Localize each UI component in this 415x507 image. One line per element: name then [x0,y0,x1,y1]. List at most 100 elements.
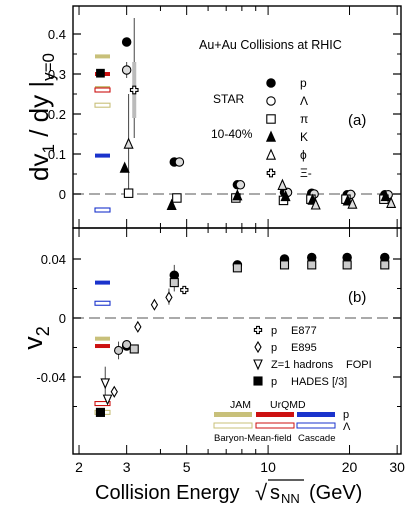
legend-b-label: p [271,325,277,337]
point-a-Λ [174,157,185,167]
legend-a-marker-p [266,78,276,88]
point-a-Ξ- [129,85,139,95]
point-a-ϕ [386,196,397,208]
legend-b-extra: HADES [/3] [291,376,347,388]
model-legend-urqmd: UrQMD [270,399,306,411]
urqmd-l-b [94,400,111,407]
point-b-STAR Λ (open square) [169,278,179,288]
legend-b: p E877 p E895 Z=1 hadrons FOPI p HADES [/3] JAM U… [213,325,372,444]
legend-b-marker [253,359,263,371]
panel-a-label: (a) [348,112,366,129]
axis-ticks: 0 0.1 0.2 0.3 0.4 -0.04 0 0.04 2 3 5 10 20 30 [36,6,405,475]
legend-a-marker [265,148,277,160]
legend-a-label-p: p [300,76,307,90]
model-legend-jam: JAM [230,399,251,411]
point-a-ϕ [310,198,321,210]
point-b-STAR Λ (open square) [279,260,290,270]
legend-a-marker [266,168,276,178]
model-legend-urqmd-open [255,422,295,429]
model-markers [94,54,111,415]
y-tick-label-b: 0.04 [41,252,66,267]
point-a-p [121,37,132,47]
jam-p-b [95,336,110,341]
y-tick-label-a: 0.4 [48,27,66,42]
x-label-nn: NN [281,491,300,506]
y-label-b: v2 [18,326,53,350]
x-tick-label: 2 [75,459,83,475]
legend-a-label: π [300,112,308,126]
y-tick-label-a: 0.3 [48,67,66,82]
legend-b-extra: FOPI [346,359,372,371]
point-a-ϕ [123,137,134,149]
legend-a-marker [265,130,277,142]
point-a-π [123,188,134,198]
legend-b-marker [253,325,263,335]
x-tick-label: 20 [342,459,358,475]
x-label-s: s [270,482,280,504]
point-a-K [280,189,291,202]
legend-b-marker [254,340,262,354]
legend-a-marker [266,114,276,124]
legend-b-extra: E877 [291,325,317,337]
centrality-label: 10-40% [211,127,253,141]
point-a-ϕ [277,178,288,190]
point-b-STAR Λ (open square) [342,260,352,270]
cascade-p-a [95,153,110,158]
point-b-STAR Λ (open square) [129,344,139,354]
point-b-E877 p [180,285,189,295]
point-b-STAR p (other) [114,345,124,356]
point-a-Λ [121,65,132,75]
legend-a-marker [266,96,276,106]
point-a-K [232,189,243,201]
cascade-p-b [95,280,110,285]
sqrt-symbol: √ [255,480,268,505]
legend-b-extra: E895 [291,342,317,354]
legend-b-label: p [271,342,277,354]
point-b-STAR p (other) [122,339,132,350]
x-tick-label: 30 [389,459,405,475]
point-b-FOPI Z=1 hadrons [102,394,113,406]
point-b-STAR Λ (open square) [380,260,390,270]
model-legend-lambda: Λ [343,421,351,433]
chart-title: Au+Au Collisions at RHIC [199,38,342,52]
hades-a [96,68,105,78]
point-a-Λ [235,180,246,190]
point-b-E895 p [110,385,118,398]
point-b-STAR Λ (open square) [307,260,317,270]
point-a-π [172,193,182,203]
y-label-b-text: v2 [18,326,53,350]
y-tick-label-a: 0.1 [48,147,66,162]
model-legend-jam-open [213,422,253,429]
legend-a-label: Λ [300,94,308,108]
jam-p-a [95,54,110,59]
model-legend-jam-bar [214,412,252,417]
point-b-STAR Λ (open square) [232,263,242,273]
point-a-K [380,189,391,202]
jam-l-a [94,102,111,108]
point-b-E895 p [165,291,173,304]
point-b-FOPI Z=1 hadrons [100,378,111,390]
x-tick-label: 10 [260,459,276,475]
model-legend-cascade: Cascade [298,433,336,444]
x-tick-label: 5 [183,459,191,475]
legend-b-label: p [271,376,277,388]
legend-a-label: ϕ [300,148,307,162]
point-a-ϕ [347,197,358,209]
y-tick-label-a: 0 [59,187,66,202]
point-a-K [119,161,130,173]
data-marks [95,18,397,417]
point-b-E895 p [150,298,159,311]
model-legend-p: p [343,409,349,421]
legend-b-marker [253,376,263,386]
x-label-left: Collision Energy [95,482,240,504]
legend-a-label: Ξ- [300,166,312,180]
point-b-HADES [/3] [95,407,105,417]
x-tick-label: 3 [123,459,131,475]
legend-a-label: K [300,130,308,144]
x-axis-label: Collision Energy [95,482,240,504]
cascade-l-a [94,207,111,213]
y-tick-label-b: -0.04 [36,370,66,385]
y-tick-label-b: 0 [59,311,66,326]
